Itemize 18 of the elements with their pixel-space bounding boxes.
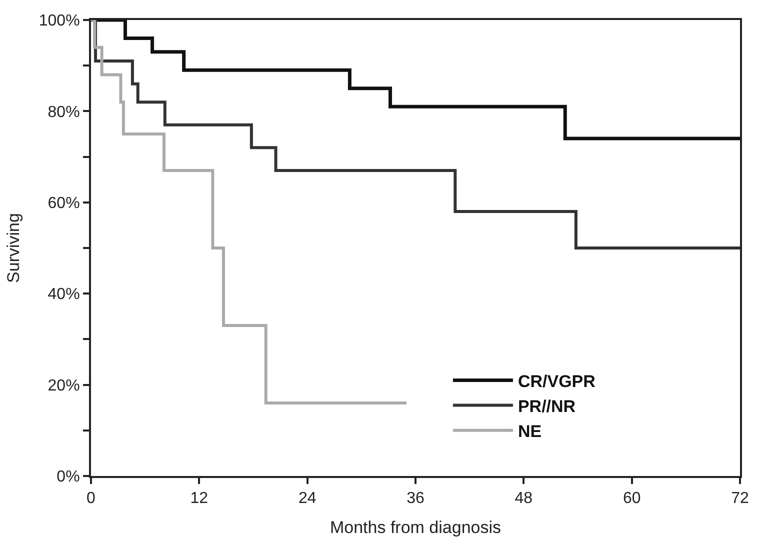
x-tick-label: 72 — [731, 490, 749, 508]
legend-label: NE — [518, 422, 542, 442]
y-tick-label: 20% — [48, 377, 80, 394]
y-axis-title: Surviving — [4, 213, 23, 283]
x-tick-label: 24 — [298, 490, 316, 508]
legend-label: PR//NR — [518, 396, 576, 416]
x-tick-label: 0 — [86, 490, 96, 508]
x-axis-title: Months from diagnosis — [330, 518, 502, 538]
x-tick-label: 60 — [622, 490, 641, 508]
x-tick-label: 36 — [406, 490, 424, 508]
legend-label: CR/VGPR — [518, 372, 596, 391]
x-tick-label: 48 — [514, 490, 533, 508]
x-tick-label: 12 — [190, 490, 208, 508]
y-tick-label: 80% — [48, 104, 80, 121]
y-tick-label: 60% — [48, 195, 80, 212]
y-tick-label: 100% — [38, 12, 80, 30]
y-tick-label: 40% — [48, 286, 80, 304]
y-tick-label: 0% — [56, 468, 80, 486]
